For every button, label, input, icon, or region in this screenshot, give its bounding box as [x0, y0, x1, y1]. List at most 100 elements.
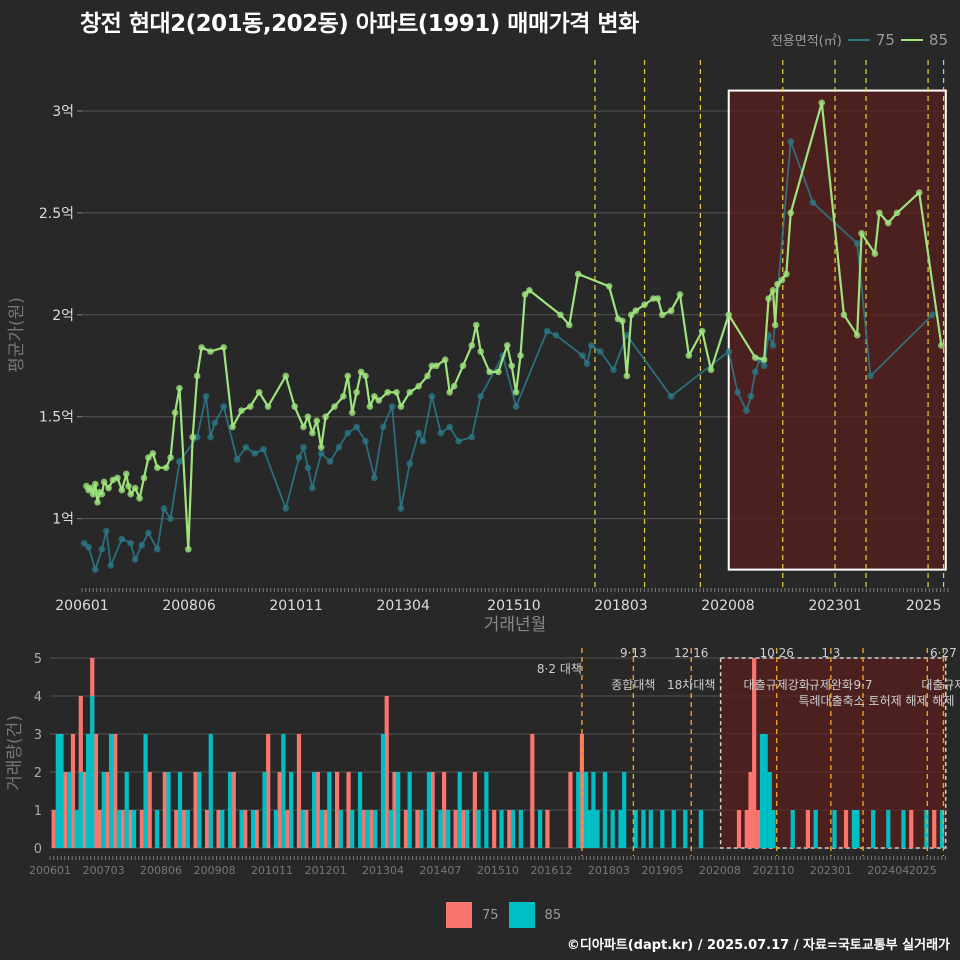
- x-tick-label: 200806: [162, 598, 216, 614]
- data-point-75: [91, 566, 99, 573]
- data-point-85: [871, 250, 879, 257]
- data-point-85: [264, 403, 272, 410]
- data-point-75: [251, 450, 259, 457]
- data-point-75: [725, 348, 733, 355]
- bar-85: [759, 734, 765, 848]
- data-point-85: [122, 470, 130, 478]
- bar-85: [131, 810, 137, 848]
- data-point-85: [114, 474, 121, 482]
- data-point-85: [707, 366, 715, 374]
- data-point-85: [145, 454, 152, 461]
- bar-75: [392, 772, 397, 848]
- bar-75: [51, 810, 56, 848]
- data-point-85: [353, 388, 360, 396]
- policy-annotation: 9·13: [620, 646, 647, 660]
- data-point-75: [300, 444, 307, 451]
- data-point-85: [87, 484, 95, 492]
- data-point-75: [446, 423, 453, 431]
- data-point-85: [362, 372, 369, 380]
- bar-75: [932, 810, 937, 848]
- data-point-75: [107, 562, 115, 569]
- bar-85: [438, 810, 443, 848]
- bar-85: [108, 734, 114, 848]
- bar-85: [177, 772, 183, 848]
- data-point-85: [357, 368, 365, 376]
- y-tick-label: 2억: [52, 308, 74, 324]
- data-point-75: [437, 429, 445, 437]
- data-point-75: [760, 362, 768, 370]
- bar-y-tick-label: 2: [34, 766, 42, 781]
- data-point-75: [103, 527, 110, 535]
- bar-85: [660, 810, 665, 848]
- data-point-75: [379, 423, 387, 431]
- data-point-75: [610, 366, 617, 374]
- bar-85: [790, 810, 795, 848]
- data-point-85: [348, 409, 356, 416]
- data-point-85: [774, 280, 781, 288]
- data-point-85: [313, 417, 321, 425]
- data-point-75: [512, 403, 520, 410]
- bar-75: [277, 772, 282, 848]
- policy-annotation: 12·16: [674, 646, 708, 660]
- data-point-75: [160, 505, 168, 512]
- data-point-85: [91, 480, 99, 488]
- data-point-75: [233, 456, 241, 463]
- data-point-75: [419, 437, 427, 445]
- y-tick-label: 1억: [52, 512, 74, 528]
- bar-85: [851, 810, 856, 848]
- bar-75: [346, 772, 351, 848]
- bar-85: [101, 772, 106, 848]
- bar-75: [748, 772, 753, 848]
- bar-75: [113, 734, 118, 848]
- data-point-75: [929, 311, 936, 319]
- bar-75: [369, 810, 374, 848]
- policy-annotation: 규제완화: [809, 678, 853, 692]
- legend-label-75: 75: [875, 30, 895, 49]
- bar-85: [446, 810, 451, 848]
- data-point-85: [787, 209, 795, 217]
- bar-85: [227, 772, 233, 848]
- bar-75: [756, 810, 761, 848]
- bar-85: [648, 810, 653, 848]
- bar-75: [296, 734, 302, 848]
- data-point-85: [98, 490, 106, 498]
- data-point-85: [938, 342, 945, 349]
- bar-75: [231, 772, 236, 848]
- data-point-85: [127, 490, 135, 498]
- data-point-85: [783, 270, 790, 278]
- data-point-85: [508, 362, 515, 370]
- bar-85: [518, 810, 523, 848]
- bar-85: [871, 810, 876, 848]
- bar-85: [338, 810, 343, 848]
- data-point-75: [309, 484, 316, 492]
- bar-85: [484, 772, 489, 848]
- highlight-region: [727, 89, 947, 571]
- data-point-75: [867, 372, 874, 380]
- data-point-85: [840, 311, 848, 319]
- data-point-85: [322, 413, 329, 421]
- data-point-85: [393, 388, 400, 396]
- data-point-85: [193, 372, 201, 380]
- data-point-85: [247, 403, 254, 410]
- bar-85: [939, 810, 945, 848]
- data-point-85: [450, 382, 458, 390]
- bar-85: [633, 810, 638, 848]
- bar-75: [182, 810, 187, 848]
- data-point-75: [752, 368, 759, 376]
- data-point-75: [317, 450, 325, 457]
- bar-75: [530, 734, 535, 848]
- bar-85: [250, 810, 256, 848]
- bar-85: [55, 734, 60, 848]
- bar-75: [579, 734, 585, 848]
- legend-bar-label-75: 75: [482, 907, 499, 923]
- data-point-85: [477, 348, 484, 355]
- data-point-85: [658, 311, 666, 319]
- data-point-85: [229, 423, 236, 431]
- bar-85: [924, 810, 929, 848]
- data-point-85: [486, 368, 493, 376]
- bar-85: [350, 810, 355, 848]
- bar-x-tick-label: 202404: [867, 864, 909, 877]
- data-point-75: [415, 429, 422, 437]
- bar-x-tick-label: 202301: [810, 864, 852, 877]
- data-point-75: [734, 388, 741, 396]
